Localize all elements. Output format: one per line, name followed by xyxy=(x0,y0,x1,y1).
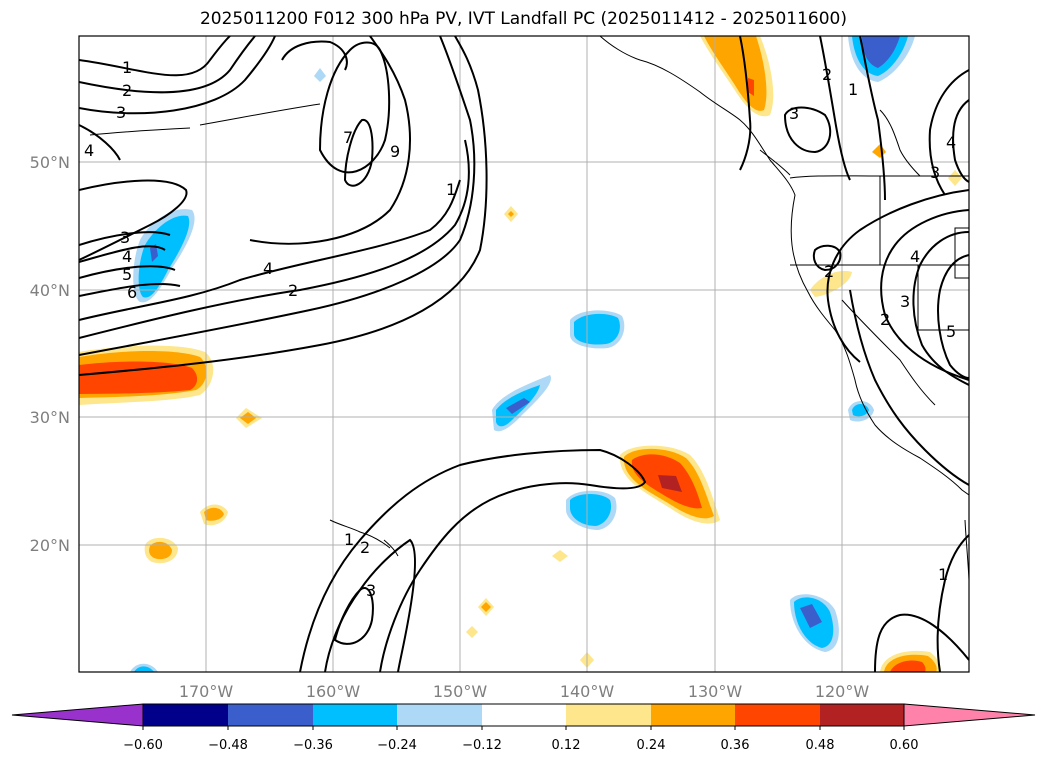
pv-contours xyxy=(79,36,969,672)
colorbar-frame xyxy=(142,703,905,727)
svg-text:3: 3 xyxy=(789,104,799,123)
longitude-labels: 170°W 160°W 150°W 140°W 130°W 120°W xyxy=(179,682,870,701)
svg-text:7: 7 xyxy=(343,128,353,147)
lon-label-140w: 140°W xyxy=(560,682,615,701)
svg-text:1: 1 xyxy=(938,565,948,584)
svg-text:3: 3 xyxy=(930,163,940,182)
lon-label-120w: 120°W xyxy=(815,682,870,701)
colorbar-tick-label: −0.48 xyxy=(208,738,248,753)
svg-text:4: 4 xyxy=(946,133,956,152)
svg-text:4: 4 xyxy=(84,141,94,160)
svg-text:2: 2 xyxy=(822,65,832,84)
svg-text:9: 9 xyxy=(390,142,400,161)
shaded-regions xyxy=(79,36,962,672)
map-frame xyxy=(78,35,970,673)
colorbar-extend-high xyxy=(903,703,1036,727)
colorbar-extend-low xyxy=(11,703,144,727)
map-title: 2025011200 F012 300 hPa PV, IVT Landfall… xyxy=(199,9,847,29)
gridlines xyxy=(79,36,969,672)
colorbar-tick-label: 0.36 xyxy=(721,738,750,753)
svg-text:5: 5 xyxy=(122,265,132,284)
svg-text:4: 4 xyxy=(122,247,132,266)
svg-text:2: 2 xyxy=(288,281,298,300)
svg-text:1: 1 xyxy=(122,58,132,77)
svg-text:2: 2 xyxy=(824,262,834,281)
colorbar-tick-label: −0.36 xyxy=(293,738,333,753)
svg-text:6: 6 xyxy=(127,283,137,302)
svg-text:3: 3 xyxy=(900,292,910,311)
colorbar-swatch-6 xyxy=(566,704,651,726)
lon-label-170w: 170°W xyxy=(179,682,234,701)
colorbar-tick-label: 0.60 xyxy=(890,738,919,753)
svg-text:2: 2 xyxy=(880,310,890,329)
colorbar-tick-label: −0.12 xyxy=(462,738,502,753)
colorbar-swatch-8 xyxy=(735,704,820,726)
lat-label-50: 50°N xyxy=(30,153,70,172)
colorbar-swatch-9 xyxy=(820,704,904,726)
svg-text:1: 1 xyxy=(446,180,456,199)
latitude-labels: 50°N 40°N 30°N 20°N xyxy=(30,153,70,555)
map-background xyxy=(79,36,969,672)
svg-text:3: 3 xyxy=(366,581,376,600)
lat-label-20: 20°N xyxy=(30,536,70,555)
colorbar-swatch-7 xyxy=(651,704,735,726)
lon-label-130w: 130°W xyxy=(688,682,743,701)
svg-text:3: 3 xyxy=(116,103,126,122)
svg-text:1: 1 xyxy=(344,530,354,549)
colorbar-swatch-3 xyxy=(313,704,397,726)
lon-label-160w: 160°W xyxy=(306,682,361,701)
svg-text:4: 4 xyxy=(263,259,273,278)
colorbar-tick-label: 0.24 xyxy=(637,738,666,753)
svg-text:5: 5 xyxy=(946,322,956,341)
lon-label-150w: 150°W xyxy=(433,682,488,701)
lat-label-30: 30°N xyxy=(30,408,70,427)
svg-text:4: 4 xyxy=(910,247,920,266)
svg-text:2: 2 xyxy=(122,81,132,100)
colorbar-tick-label: −0.24 xyxy=(377,738,417,753)
colorbar-swatch-1 xyxy=(143,704,228,726)
colorbar-swatch-2 xyxy=(228,704,313,726)
coastlines xyxy=(89,36,969,581)
svg-text:1: 1 xyxy=(848,80,858,99)
svg-text:2: 2 xyxy=(360,538,370,557)
colorbar-tick-label: 0.12 xyxy=(552,738,581,753)
colorbar: −0.60 −0.48 −0.36 −0.24 −0.12 0.12 0.24 … xyxy=(11,703,1036,753)
colorbar-swatch-5 xyxy=(482,704,566,726)
colorbar-tick-label: −0.60 xyxy=(123,738,163,753)
lat-label-40: 40°N xyxy=(30,281,70,300)
svg-text:3: 3 xyxy=(120,228,130,247)
colorbar-swatch-4 xyxy=(397,704,482,726)
colorbar-tick-label: 0.48 xyxy=(806,738,835,753)
contour-labels: 1 2 3 3 4 5 6 7 9 1 2 4 1 2 3 1 2 3 4 3 … xyxy=(84,58,956,600)
